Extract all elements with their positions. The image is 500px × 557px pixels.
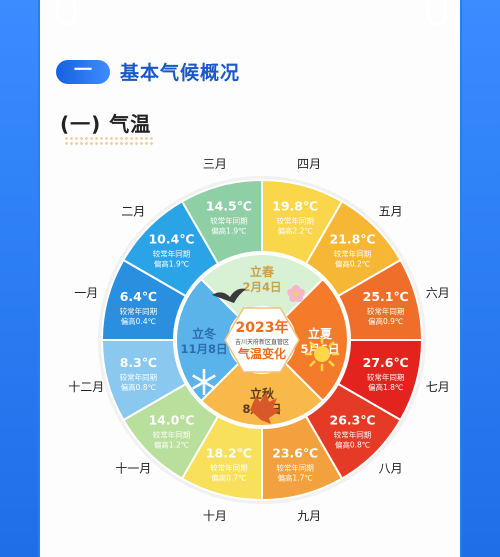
snowflake-icon — [192, 374, 216, 390]
flower-petal-icon — [287, 288, 296, 297]
flower-center-icon — [293, 291, 299, 297]
month-segment — [122, 200, 220, 298]
month-label: 六月 — [426, 286, 450, 300]
left-blue-border — [0, 0, 38, 557]
month-temperature: 10.4℃ — [148, 231, 194, 246]
month-compare-label: 较常年同期 — [120, 372, 158, 382]
month-compare-label: 较常年同期 — [120, 306, 158, 316]
maple-leaf-icon — [250, 392, 281, 424]
month-label: 二月 — [121, 204, 145, 218]
sun-ray-icon — [328, 360, 335, 367]
month-label: 九月 — [297, 509, 321, 523]
month-anomaly: 偏高0.9℃ — [368, 316, 403, 326]
center-caption: 气温变化 — [237, 346, 286, 361]
month-anomaly: 偏高0.4℃ — [121, 316, 156, 326]
month-label: 十二月 — [68, 380, 104, 394]
month-anomaly: 偏高2.2℃ — [277, 225, 312, 235]
month-compare-label: 较常年同期 — [210, 463, 248, 473]
month-compare-label: 较常年同期 — [153, 248, 191, 258]
month-temperature: 14.5℃ — [206, 198, 252, 213]
swallow-icon — [212, 288, 246, 303]
month-temperature: 8.3℃ — [120, 355, 157, 370]
solar-term-name: 立冬 — [192, 326, 216, 341]
month-temperature: 25.1℃ — [363, 289, 409, 304]
month-temperature: 23.6℃ — [272, 446, 318, 461]
month-anomaly: 偏高0.8℃ — [121, 382, 156, 392]
month-compare-label: 较常年同期 — [210, 215, 248, 225]
month-anomaly: 偏高1.2℃ — [154, 440, 189, 450]
month-compare-label: 较常年同期 — [334, 430, 372, 440]
month-temperature: 26.3℃ — [330, 413, 376, 428]
month-compare-label: 较常年同期 — [276, 215, 314, 225]
right-blue-border — [462, 0, 500, 557]
month-anomaly: 偏高0.8℃ — [335, 440, 370, 450]
binder-ring-left-icon — [56, 0, 76, 26]
binder-ring-right-icon — [427, 0, 447, 26]
section-title: 基本气候概况 — [120, 62, 241, 84]
month-anomaly: 偏高0.7℃ — [211, 473, 246, 483]
month-label: 十月 — [203, 509, 227, 523]
month-compare-label: 较常年同期 — [276, 463, 314, 473]
month-temperature: 19.8℃ — [272, 198, 318, 213]
month-compare-label: 较常年同期 — [153, 430, 191, 440]
center-hexagon — [224, 307, 300, 373]
month-label: 五月 — [379, 204, 403, 218]
month-temperature: 21.8℃ — [330, 231, 376, 246]
month-compare-label: 较常年同期 — [334, 248, 372, 258]
month-temperature: 18.2℃ — [206, 446, 252, 461]
month-anomaly: 偏高0.2℃ — [335, 258, 370, 268]
subsection-title: (一) 气温 — [60, 112, 152, 136]
month-compare-label: 较常年同期 — [367, 372, 405, 382]
month-anomaly: 偏高1.7℃ — [277, 473, 312, 483]
center-year: 2023年 — [236, 319, 289, 336]
solar-term-name: 立春 — [250, 264, 275, 279]
sun-ray-icon — [309, 341, 316, 348]
decorative-dots — [64, 136, 154, 146]
month-anomaly: 偏高1.8℃ — [368, 382, 403, 392]
month-temperature: 6.4℃ — [120, 289, 157, 304]
solar-term-name: 立夏 — [308, 326, 333, 341]
sun-ray-icon — [328, 341, 335, 348]
month-label: 四月 — [297, 157, 321, 171]
month-anomaly: 偏高1.9℃ — [154, 258, 189, 268]
month-label: 一月 — [74, 286, 98, 300]
month-label: 十一月 — [115, 462, 151, 476]
month-label: 七月 — [426, 380, 450, 394]
solar-term-date: 11月8日 — [180, 342, 227, 356]
month-anomaly: 偏高1.9℃ — [211, 225, 246, 235]
center-subtitle: 吉川天府新区直管区 — [235, 338, 289, 346]
solar-term-date: 2月4日 — [242, 280, 281, 294]
month-temperature: 27.6℃ — [363, 355, 409, 370]
sun-ray-icon — [309, 360, 316, 367]
month-temperature: 14.0℃ — [148, 413, 194, 428]
sun-icon — [314, 346, 330, 362]
month-compare-label: 较常年同期 — [367, 306, 405, 316]
month-label: 八月 — [379, 462, 403, 476]
section-number-badge: 一 — [56, 60, 110, 84]
month-label: 三月 — [203, 157, 227, 171]
